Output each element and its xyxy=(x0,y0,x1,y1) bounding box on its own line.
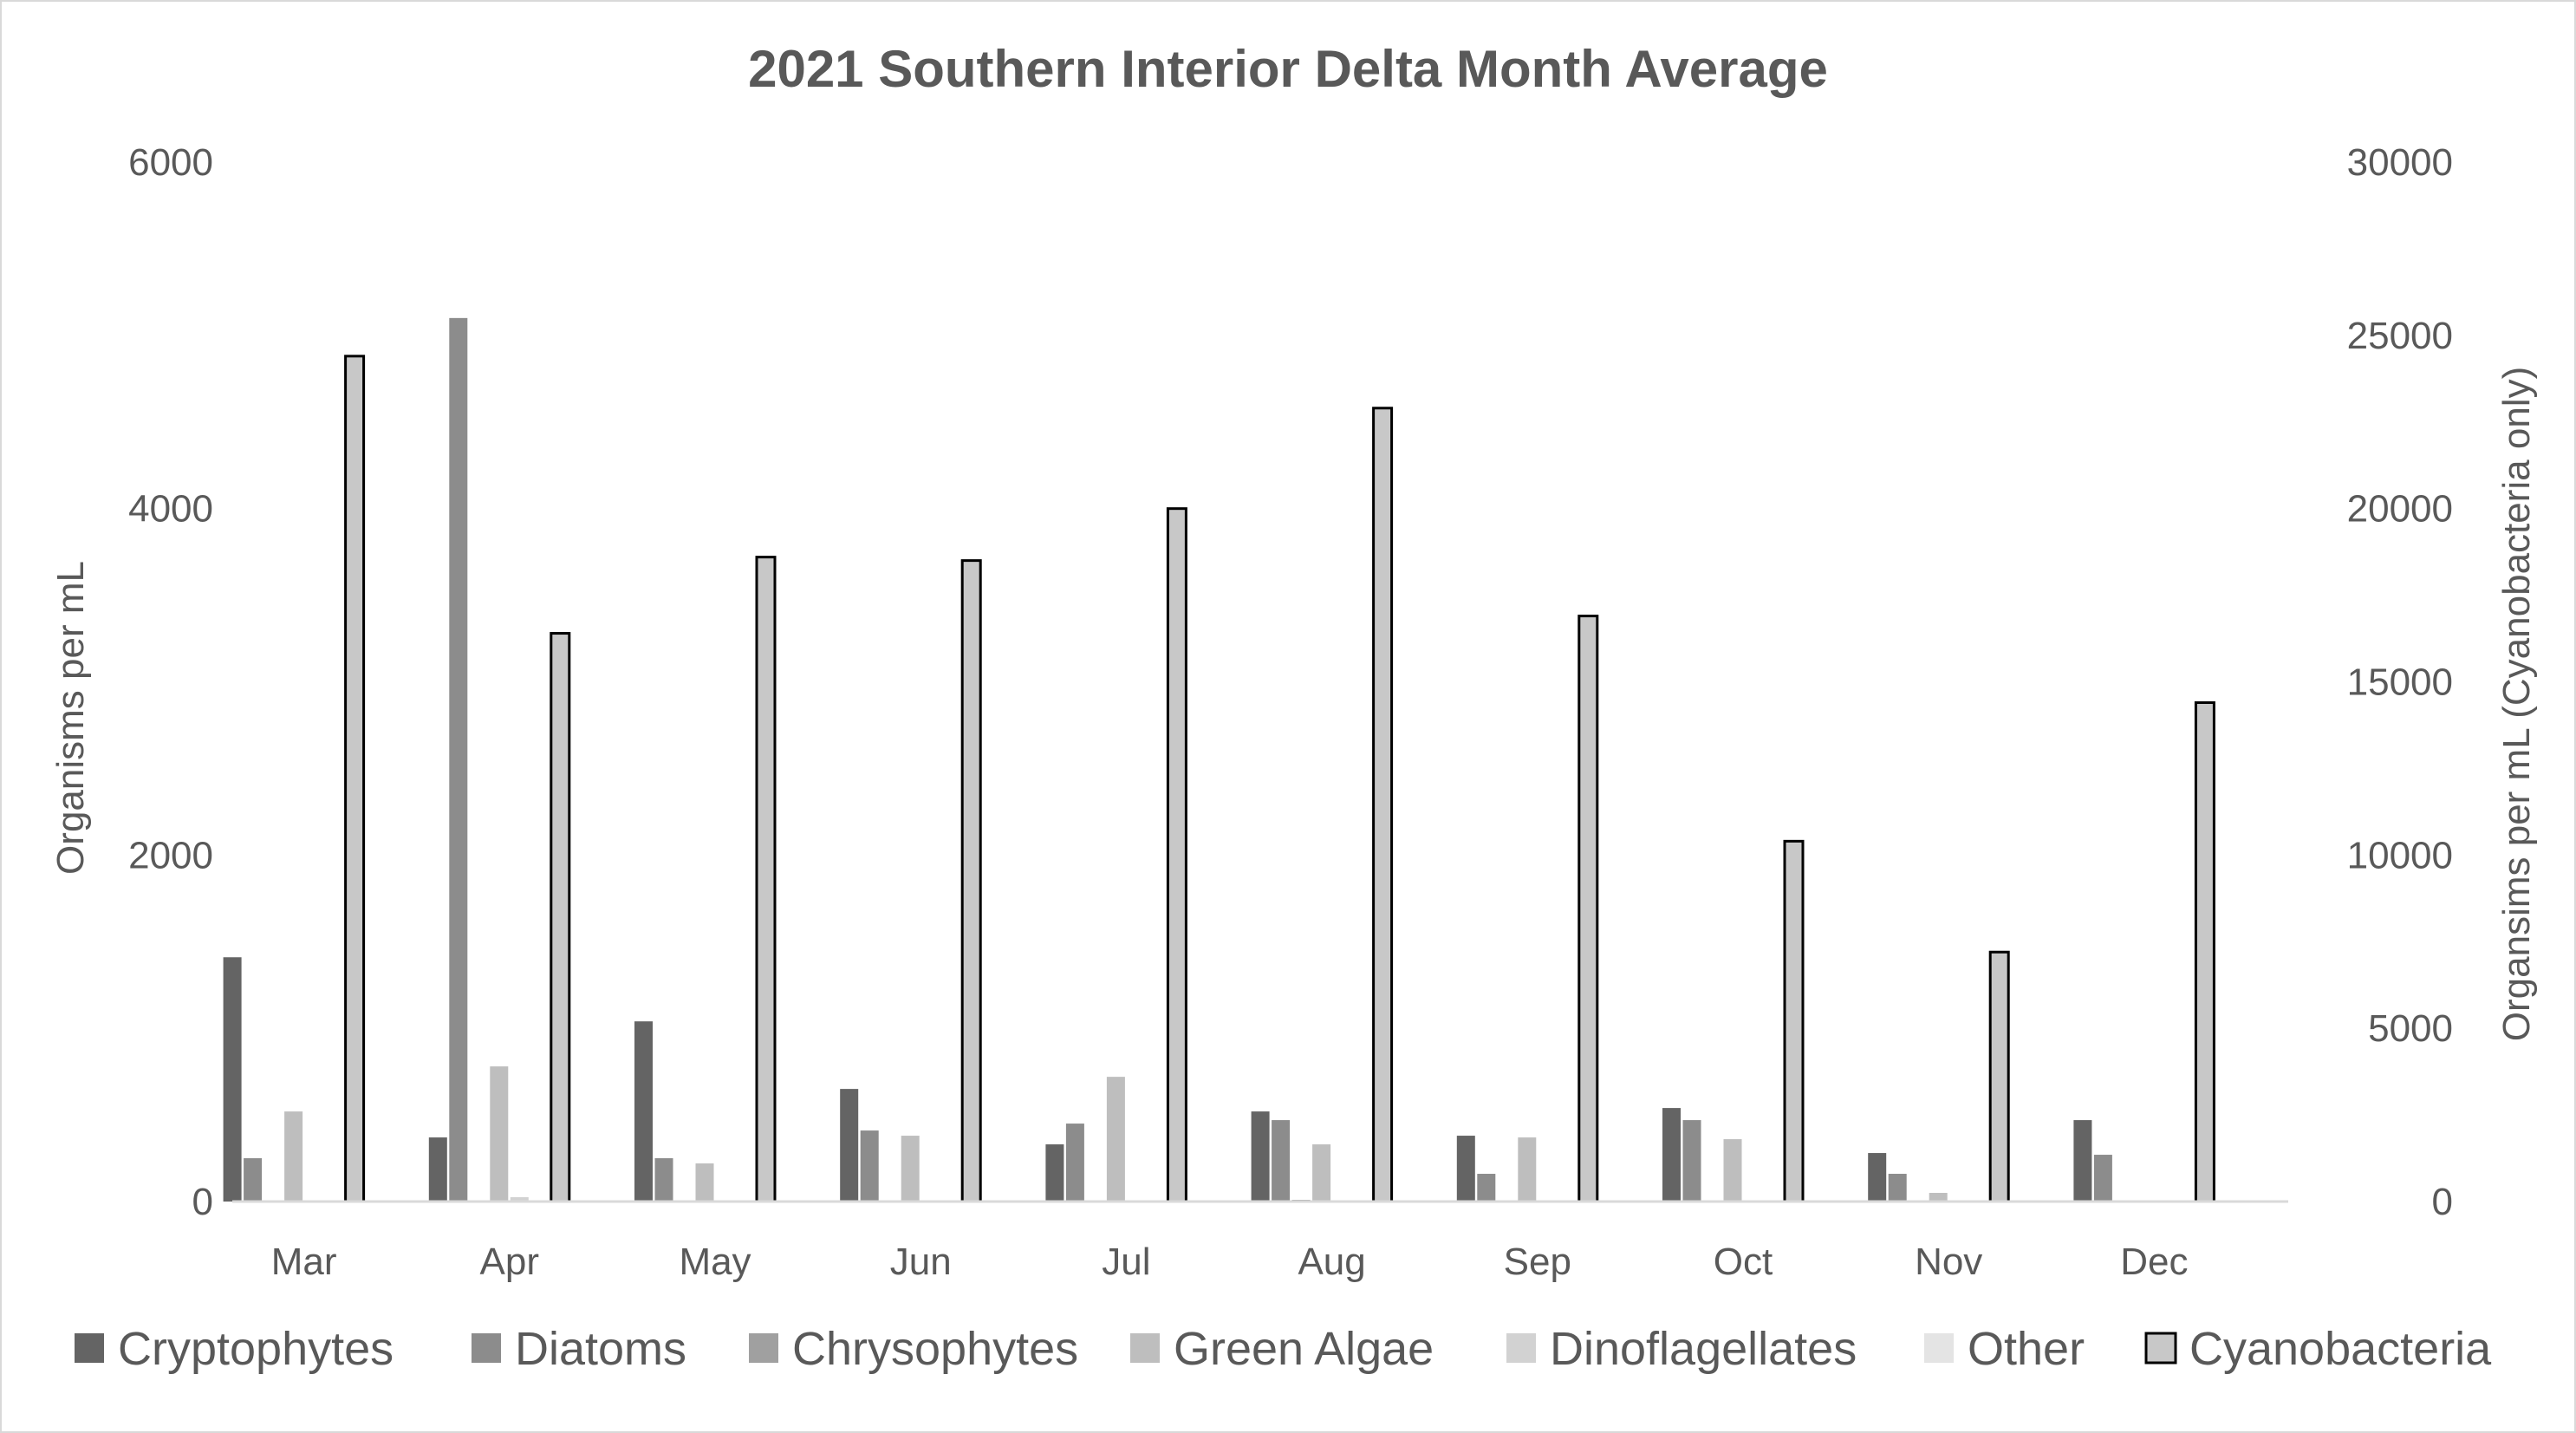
bar-cyanobacteria-aug xyxy=(1372,407,1394,1203)
legend-label: Chrysophytes xyxy=(792,1323,1078,1375)
bar-green-algae-jul xyxy=(1106,1077,1125,1202)
x-tick-label: Jul xyxy=(1102,1241,1150,1283)
bar-green-algae-may xyxy=(695,1163,714,1202)
left-tick-label: 6000 xyxy=(128,141,213,184)
bar-cryptophytes-may xyxy=(634,1021,653,1202)
bar-cryptophytes-dec xyxy=(2073,1120,2092,1202)
bar-cyanobacteria-sep xyxy=(1577,615,1599,1203)
x-tick-label: Apr xyxy=(480,1241,539,1283)
x-tick-label: Mar xyxy=(271,1241,337,1283)
bar-cryptophytes-jun xyxy=(840,1089,859,1202)
right-tick-label: 5000 xyxy=(2368,1007,2453,1050)
bar-green-algae-sep xyxy=(1518,1137,1537,1202)
legend-label: Diatoms xyxy=(515,1323,686,1375)
right-axis-ticks: 0 5000 10000 15000 20000 25000 30000 xyxy=(2347,141,2453,1223)
bar-cryptophytes-sep xyxy=(1456,1136,1475,1202)
legend-swatch-diatoms xyxy=(472,1333,501,1363)
right-tick-label: 25000 xyxy=(2347,315,2453,357)
right-tick-label: 0 xyxy=(2432,1181,2453,1223)
right-tick-label: 10000 xyxy=(2347,834,2453,876)
bar-cryptophytes-oct xyxy=(1662,1108,1681,1202)
bar-cyanobacteria-mar xyxy=(344,355,366,1203)
right-axis-title: Organsims per mL (Cyanobacteria only) xyxy=(2495,367,2538,1041)
bar-diatoms-may xyxy=(654,1158,673,1202)
bar-green-algae-oct xyxy=(1723,1139,1742,1202)
x-tick-label: Dec xyxy=(2120,1241,2188,1283)
bar-diatoms-nov xyxy=(1888,1174,1907,1202)
chart-title: 2021 Southern Interior Delta Month Avera… xyxy=(748,40,1828,98)
legend-label: Other xyxy=(1968,1323,2085,1375)
left-tick-label: 2000 xyxy=(128,834,213,876)
x-axis-labels: Mar Apr May Jun Jul Aug Sep Oct Nov Dec xyxy=(271,1241,2189,1283)
left-axis-title: Organisms per mL xyxy=(49,561,92,875)
bar-green-algae-apr xyxy=(490,1066,509,1202)
bar-cryptophytes-apr xyxy=(428,1137,447,1202)
legend-swatch-cyanobacteria xyxy=(2144,1332,2177,1365)
bar-green-algae-jun xyxy=(901,1136,920,1202)
bar-cryptophytes-jul xyxy=(1045,1144,1064,1202)
legend-swatch-dinoflagellates xyxy=(1506,1333,1536,1363)
bar-cryptophytes-aug xyxy=(1251,1111,1270,1202)
x-tick-label: Sep xyxy=(1504,1241,1571,1283)
legend-swatch-cryptophytes xyxy=(75,1333,104,1363)
legend-swatch-other xyxy=(1924,1333,1954,1363)
bar-diatoms-jul xyxy=(1065,1124,1084,1202)
legend-label: Cryptophytes xyxy=(118,1323,394,1375)
x-tick-label: Aug xyxy=(1298,1241,1365,1283)
right-tick-label: 15000 xyxy=(2347,661,2453,704)
bar-cyanobacteria-oct xyxy=(1783,839,1805,1203)
bar-cyanobacteria-apr xyxy=(550,632,571,1203)
legend: Cryptophytes Diatoms Chrysophytes Green Alg… xyxy=(75,1323,2492,1375)
bar-diatoms-jun xyxy=(860,1130,879,1202)
x-tick-label: Nov xyxy=(1915,1241,1982,1283)
legend-swatch-green-algae xyxy=(1130,1333,1160,1363)
bar-cryptophytes-nov xyxy=(1868,1153,1887,1202)
legend-label: Cyanobacteria xyxy=(2189,1323,2492,1375)
x-tick-label: May xyxy=(679,1241,751,1283)
bar-diatoms-aug xyxy=(1272,1120,1291,1202)
bar-cyanobacteria-jun xyxy=(960,559,982,1203)
left-tick-label: 0 xyxy=(192,1181,213,1223)
bar-diatoms-oct xyxy=(1682,1120,1701,1202)
bar-cyanobacteria-may xyxy=(755,556,777,1203)
bars-group xyxy=(223,317,2215,1203)
legend-label: Green Algae xyxy=(1174,1323,1434,1375)
x-tick-label: Jun xyxy=(890,1241,952,1283)
x-tick-label: Oct xyxy=(1714,1241,1773,1283)
bar-green-algae-aug xyxy=(1312,1144,1331,1202)
bar-diatoms-apr xyxy=(449,317,468,1202)
legend-label: Dinoflagellates xyxy=(1550,1323,1857,1375)
bar-diatoms-mar xyxy=(244,1158,263,1202)
legend-swatch-chrysophytes xyxy=(749,1333,778,1363)
bar-green-algae-mar xyxy=(284,1111,303,1202)
bar-diatoms-dec xyxy=(2093,1155,2112,1202)
left-tick-label: 4000 xyxy=(128,488,213,531)
bar-cyanobacteria-jul xyxy=(1166,507,1187,1203)
right-tick-label: 20000 xyxy=(2347,488,2453,531)
bar-cyanobacteria-dec xyxy=(2194,700,2215,1203)
bar-cryptophytes-mar xyxy=(223,957,242,1202)
bar-green-algae-nov xyxy=(1929,1193,1948,1202)
bar-cyanobacteria-nov xyxy=(1988,950,2010,1203)
left-axis-ticks: 0 2000 4000 6000 xyxy=(128,141,213,1223)
right-tick-label: 30000 xyxy=(2347,141,2453,184)
bar-dinoflagellates-apr xyxy=(510,1197,529,1202)
bar-diatoms-sep xyxy=(1477,1174,1496,1202)
